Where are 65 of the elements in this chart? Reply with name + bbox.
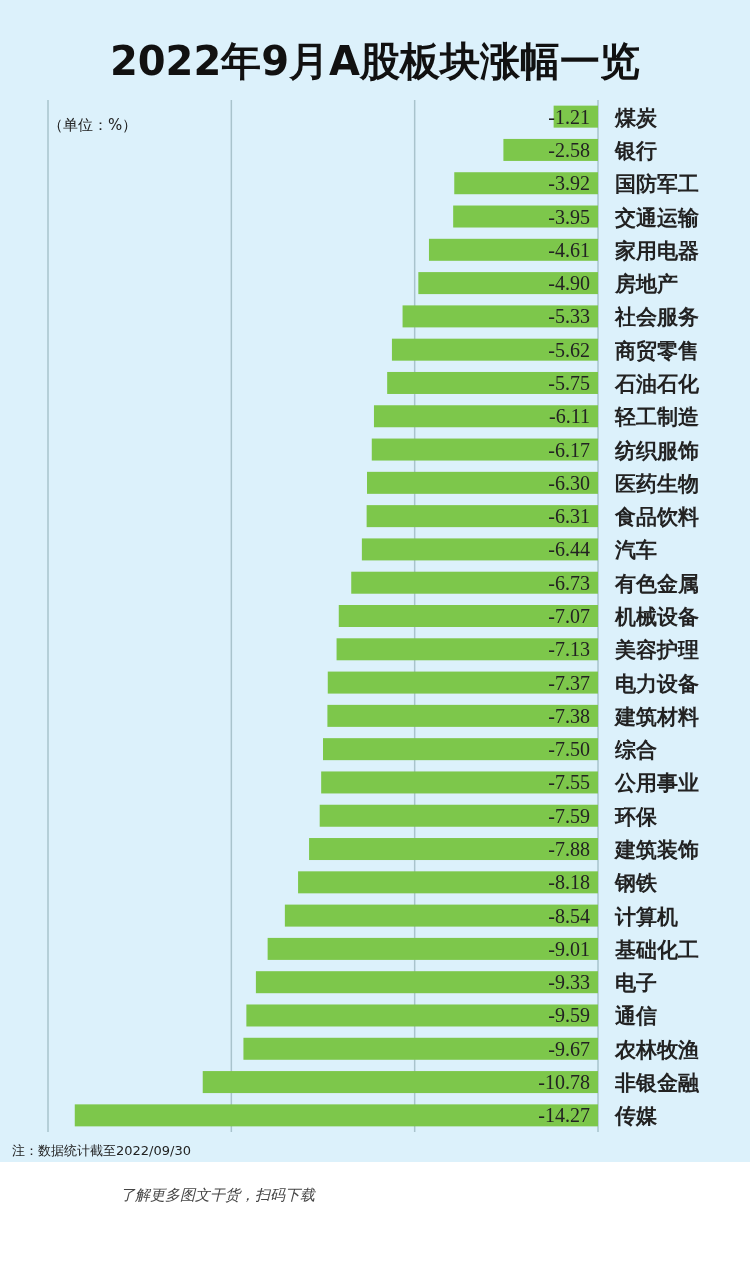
y-tick-label: 纺织服饰 — [614, 438, 699, 463]
y-tick-label: 社会服务 — [614, 305, 699, 330]
data-label: -7.50 — [548, 738, 590, 761]
data-label: -5.75 — [548, 371, 590, 394]
data-label: -2.58 — [548, 138, 590, 161]
y-tick-label: 电子 — [615, 971, 657, 996]
y-tick-label: 建筑材料 — [613, 704, 699, 729]
chart-title: 2022年9月A股板块涨幅一览 — [109, 38, 641, 84]
data-label: -6.17 — [548, 438, 590, 461]
y-tick-label: 传媒 — [614, 1104, 658, 1129]
data-label: -10.78 — [538, 1071, 590, 1094]
y-tick-label: 美容护理 — [614, 638, 699, 663]
data-label: -6.11 — [549, 405, 590, 428]
y-tick-label: 国防军工 — [615, 172, 699, 197]
y-tick-label: 房地产 — [614, 272, 678, 297]
y-tick-label: 综合 — [614, 738, 657, 763]
data-label: -7.59 — [548, 804, 590, 827]
annotation: （单位：%） — [48, 116, 138, 134]
y-tick-label: 轻工制造 — [614, 405, 699, 430]
data-label: -8.18 — [548, 871, 590, 894]
y-tick-label: 银行 — [614, 138, 657, 163]
data-label: -7.37 — [548, 671, 590, 694]
y-tick-label: 农林牧渔 — [614, 1037, 699, 1062]
y-tick-label: 商贸零售 — [614, 338, 699, 363]
text: 注：数据统计截至2022/09/30 — [12, 1143, 191, 1158]
data-label: -6.31 — [548, 505, 590, 528]
data-label: -3.92 — [548, 172, 590, 195]
data-label: -9.01 — [548, 937, 590, 960]
data-label: -7.13 — [548, 638, 590, 661]
data-label: -6.30 — [548, 471, 590, 494]
data-label: -14.27 — [538, 1104, 590, 1127]
y-tick-label: 汽车 — [614, 538, 657, 563]
data-label: -9.67 — [548, 1037, 590, 1060]
y-tick-label: 煤炭 — [614, 105, 658, 130]
data-label: -7.07 — [548, 605, 590, 627]
y-tick-label: 通信 — [614, 1004, 657, 1029]
y-tick-label: 基础化工 — [614, 937, 699, 962]
data-label: -6.44 — [548, 538, 590, 561]
y-tick-label: 非银金融 — [614, 1071, 700, 1096]
data-label: -9.59 — [548, 1004, 590, 1027]
data-label: -3.95 — [548, 205, 590, 228]
text: 了解更多图文干货，扫码下载 — [120, 1186, 317, 1204]
y-tick-label: 家用电器 — [614, 238, 699, 263]
y-tick-label: 有色金属 — [614, 571, 699, 596]
data-label: -7.55 — [548, 771, 590, 794]
data-label: -7.88 — [548, 838, 590, 861]
y-tick-label: 医药生物 — [615, 471, 699, 496]
y-tick-label: 电力设备 — [615, 671, 699, 696]
data-label: -4.90 — [548, 272, 590, 295]
y-tick-label: 石油石化 — [614, 371, 700, 396]
y-tick-label: 环保 — [614, 804, 658, 829]
y-tick-label: 食品饮料 — [614, 505, 699, 530]
data-label: -5.62 — [548, 338, 590, 361]
y-tick-label: 机械设备 — [614, 605, 699, 629]
data-label: -7.38 — [548, 704, 590, 727]
y-tick-label: 建筑装饰 — [613, 838, 699, 863]
data-label: -9.33 — [548, 971, 590, 994]
y-tick-label: 钢铁 — [614, 871, 658, 896]
data-label: -6.73 — [548, 571, 590, 594]
y-tick-label: 计算机 — [614, 904, 678, 929]
data-label: -5.33 — [548, 305, 590, 328]
y-tick-label: 公用事业 — [614, 771, 699, 796]
y-tick-label: 交通运输 — [614, 205, 700, 230]
data-label: -8.54 — [548, 904, 590, 927]
data-label: -4.61 — [548, 238, 590, 261]
